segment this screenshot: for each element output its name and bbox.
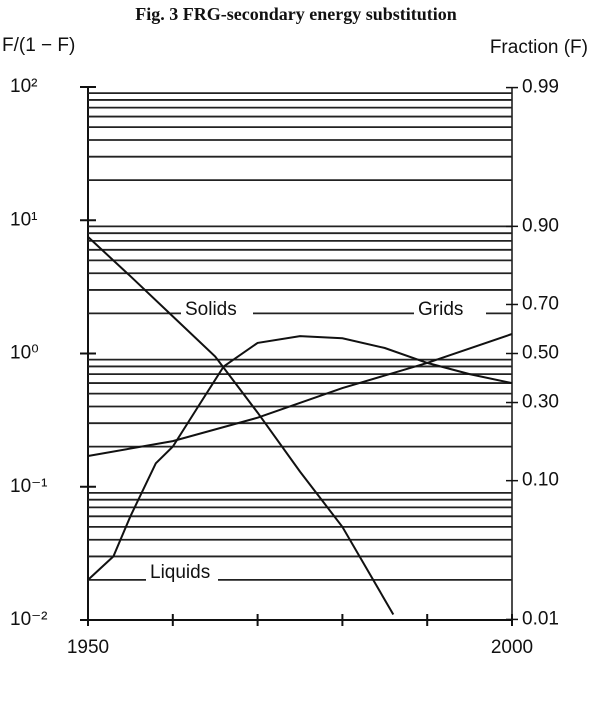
y-tick-label: 10¹ (10, 209, 37, 230)
series-label: Liquids (150, 562, 210, 583)
y2-tick-label: 0.10 (522, 470, 559, 491)
chart-title: Fig. 3 FRG-secondary energy substitution (135, 4, 457, 24)
series-label-bg (146, 561, 218, 585)
y2-tick-label: 0.70 (522, 293, 559, 314)
series-line (87, 236, 395, 616)
y-tick-label: 10⁻² (10, 609, 48, 630)
y2-tick-label: 0.30 (522, 392, 559, 413)
x-tick-label: 1950 (67, 637, 109, 658)
y2-tick-label: 0.01 (522, 608, 559, 629)
y2-tick-label: 0.50 (522, 343, 559, 364)
y-tick-label: 10⁰ (10, 343, 39, 364)
y-axis-label: F/(1 − F) (2, 35, 75, 56)
y2-tick-label: 0.99 (522, 77, 559, 98)
y-tick-label: 10⁻¹ (10, 476, 48, 497)
series-label-bg (181, 298, 253, 322)
series-line (87, 333, 513, 457)
x-tick-label: 2000 (491, 637, 533, 658)
y-tick-label: 10² (10, 76, 37, 97)
series-label-bg (414, 298, 486, 322)
series-line (87, 335, 513, 581)
series-label: Grids (418, 299, 463, 320)
y2-tick-label: 0.90 (522, 215, 559, 236)
series-label: Solids (185, 299, 237, 320)
y2-axis-label: Fraction (F) (490, 37, 588, 58)
